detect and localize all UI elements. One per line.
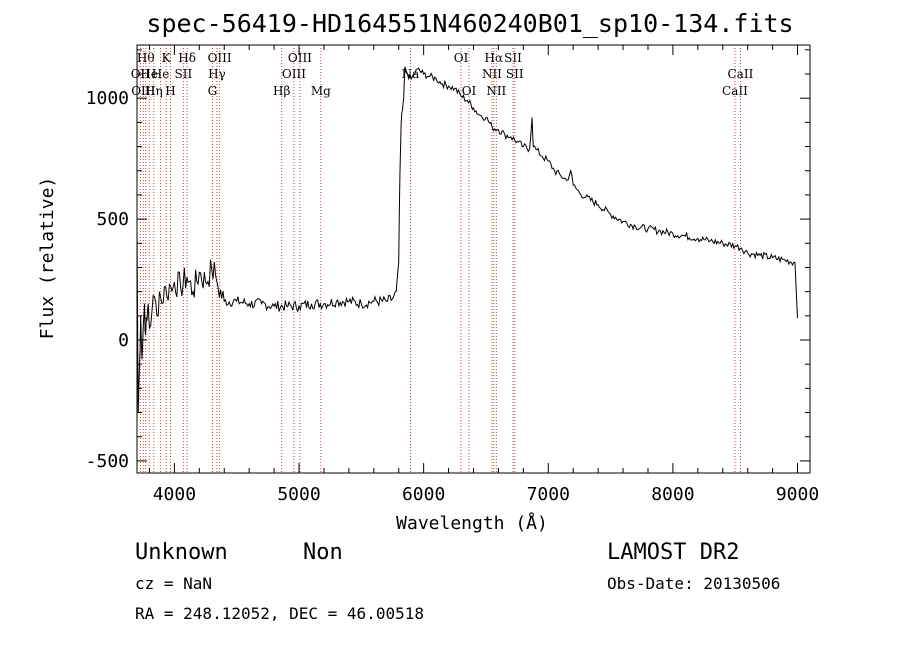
spectral-line-label: Hη [145,84,163,98]
spectral-line-label: SII [504,51,522,65]
spectral-line-label: G [208,84,218,98]
spectral-line-label: OI [462,84,477,98]
y-tick-label: -500 [86,451,129,472]
y-tick-label: 500 [96,209,129,230]
spectral-line-label: SII [506,67,524,81]
survey-label: LAMOST DR2 [607,540,739,565]
x-tick-label: 5000 [277,484,320,505]
x-tick-label: 9000 [776,484,819,505]
x-tick-label: 8000 [651,484,694,505]
y-axis: -500 0 500 1000 [86,49,810,472]
spectral-line-label: Hα [485,51,504,65]
spectral-line-label: OIII [282,67,306,81]
spectral-line-label: NII [482,67,502,81]
spectral-line-label: OIII [208,51,232,65]
x-axis: 4000 5000 6000 7000 8000 9000 [148,45,819,505]
spectral-line-label: Mg [311,84,331,98]
x-axis-label: Wavelength (Å) [396,512,548,534]
spectral-line-label: Hβ [273,84,290,98]
spectral-line-label: Hδ [178,51,196,65]
coords-label: RA = 248.12052, DEC = 46.00518 [135,604,424,623]
x-tick-label: 6000 [402,484,445,505]
spectral-line-label: K [162,51,172,65]
chart-title: spec-56419-HD164551N460240B01_sp10-134.f… [146,9,793,38]
obs-date-label: Obs-Date: 20130506 [607,574,780,593]
spectral-line-label: CaII [728,67,754,81]
y-tick-label: 0 [118,330,129,351]
spectral-lines: OIIOIIIHθHeHηHeKHSIIHδGHγOIIIHβOIIIOIIIM… [131,45,754,473]
spectral-line-label: OIII [288,51,312,65]
spectral-line-label: OI [454,51,469,65]
x-tick-label: 4000 [153,484,196,505]
spectral-line-label: Hθ [137,51,155,65]
spectral-line-label: CaII [722,84,748,98]
y-tick-label: 1000 [86,88,129,109]
spectral-line-label: He [140,67,158,81]
cz-label: cz = NaN [135,574,212,593]
spectral-line-label: He [152,67,170,81]
spectral-line-label: H [165,84,175,98]
x-tick-label: 7000 [527,484,570,505]
classification-label: Unknown [135,540,228,565]
spectral-line-label: Hγ [208,67,226,81]
y-axis-label: Flux (relative) [37,177,58,340]
spectral-line-label: NII [486,84,506,98]
spectral-line-label: SII [175,67,193,81]
spectrum-line [136,66,798,413]
subclass-label: Non [303,540,343,565]
